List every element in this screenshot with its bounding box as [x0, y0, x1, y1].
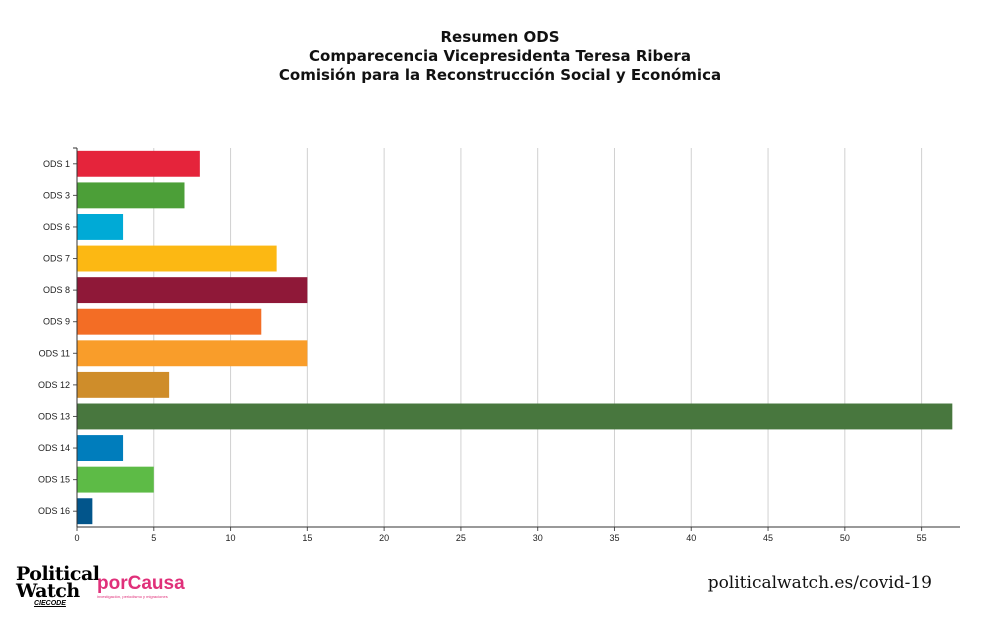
bar-ods-14 [77, 435, 124, 461]
chart-title-line-3: Comisión para la Reconstrucción Social y… [278, 66, 722, 84]
x-tick-label: 5 [151, 533, 156, 543]
x-tick-label: 40 [686, 533, 696, 543]
y-tick-label: ODS 16 [38, 506, 70, 516]
political-watch-logo-text: Political Watch [16, 563, 100, 602]
x-tick-label: 30 [533, 533, 543, 543]
y-tick-label: ODS 15 [38, 475, 70, 485]
y-tick-label: ODS 3 [43, 190, 70, 200]
source-url[interactable]: politicalwatch.es/covid-19 [707, 573, 932, 593]
x-tick-label: 25 [456, 533, 466, 543]
y-tick-label: ODS 8 [43, 285, 70, 295]
y-tick-label: ODS 7 [43, 254, 70, 264]
x-tick-label: 15 [302, 533, 312, 543]
bar-ods-11 [77, 340, 308, 367]
chart-title-line-2: Comparecencia Vicepresidenta Teresa Ribe… [309, 47, 691, 65]
political-watch-logo: Political Watch CIECODE [16, 563, 100, 608]
chart-title-line-1: Resumen ODS [440, 28, 560, 46]
porcausa-logo-tagline: investigación, periodismo y migraciones [97, 594, 168, 599]
x-tick-label: 45 [763, 533, 773, 543]
political-watch-logo-sub: CIECODE [34, 600, 66, 607]
bar-ods-9 [77, 308, 262, 335]
bars [77, 150, 953, 525]
x-tick-label: 0 [74, 533, 79, 543]
axes: 0 5 10 15 20 25 30 35 40 45 50 55 ODS 1 ODS 3 ODS 6 ODS… [38, 147, 960, 543]
x-tick-label: 20 [379, 533, 389, 543]
y-tick-label: ODS 12 [38, 380, 70, 390]
x-tick-label: 55 [917, 533, 927, 543]
porcausa-logo-text: porCausa [97, 573, 185, 594]
grid-lines [153, 148, 923, 527]
bar-ods-3 [77, 182, 185, 209]
y-tick-label: ODS 1 [43, 159, 70, 169]
bar-ods-6 [77, 214, 124, 240]
y-tick-label: ODS 14 [38, 443, 70, 453]
bar-ods-15 [77, 466, 154, 493]
bar-ods-16 [77, 498, 93, 525]
x-tick-label: 50 [840, 533, 850, 543]
bar-ods-12 [77, 371, 170, 398]
bar-ods-7 [77, 245, 277, 272]
bar-ods-1 [77, 150, 200, 177]
y-tick-label: ODS 6 [43, 222, 70, 232]
y-tick-label: ODS 11 [39, 348, 70, 358]
bar-ods-8 [77, 277, 308, 304]
x-tick-label: 10 [226, 533, 236, 543]
x-tick-label: 35 [609, 533, 619, 543]
y-tick-label: ODS 13 [38, 411, 70, 421]
porcausa-logo: porCausa investigación, periodismo y mig… [97, 574, 185, 600]
bar-ods-13 [77, 403, 953, 430]
y-tick-label: ODS 9 [43, 317, 70, 327]
chart-title: Resumen ODS Comparecencia Vicepresidenta… [0, 28, 1000, 85]
